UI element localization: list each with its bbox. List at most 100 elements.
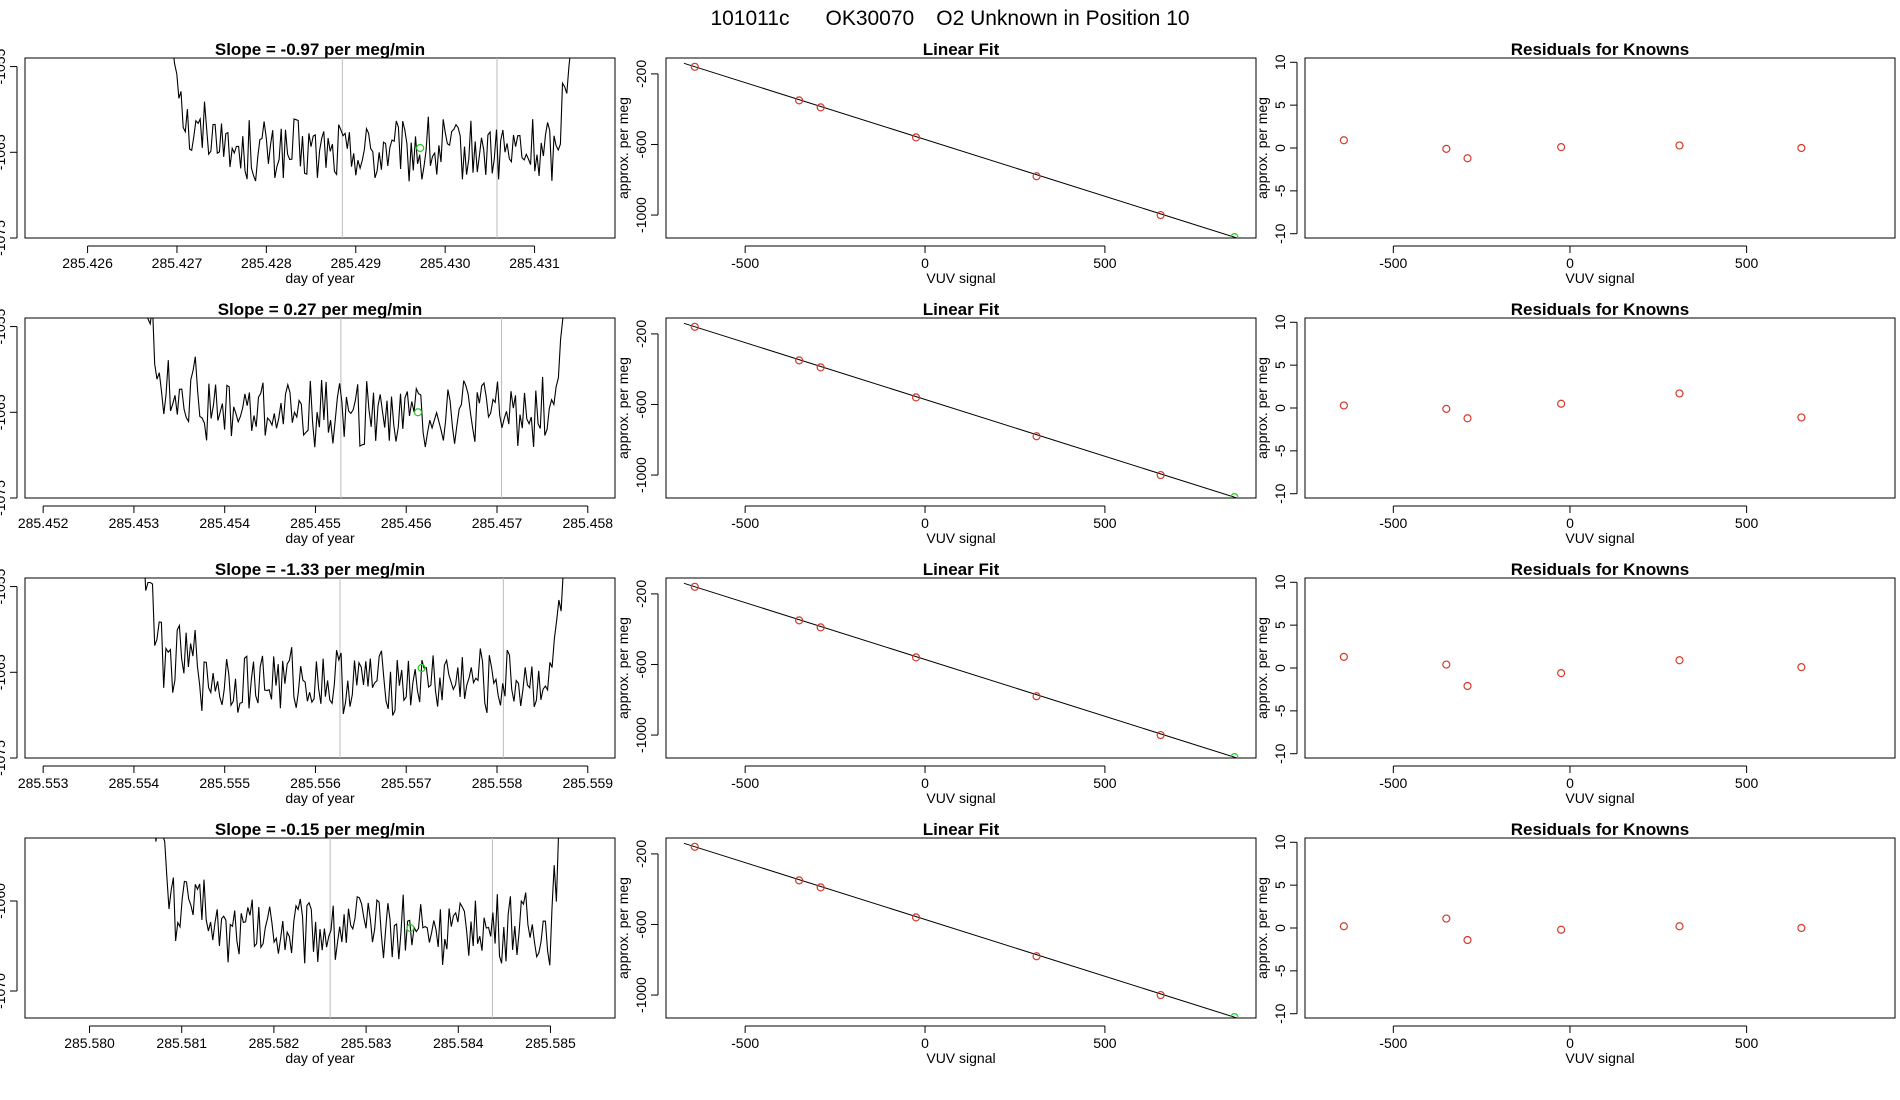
panels-grid: Slope = -0.97 per meg/min 285.426 285.427 2… — [0, 40, 1896, 1066]
y-tick-label: -600 — [633, 910, 649, 938]
y-tick-label: -200 — [633, 840, 649, 868]
y-tick-label: -1065 — [0, 394, 8, 430]
slope-prefix: Slope = — [218, 300, 284, 319]
plot-area — [1339, 389, 1806, 423]
x-tick-label: -500 — [1379, 1035, 1407, 1051]
x-tick-label: 285.456 — [381, 515, 432, 531]
slope-suffix: per meg/min — [316, 300, 422, 319]
x-tick-label: 285.583 — [341, 1035, 392, 1051]
panel-title: Slope = -0.15 per meg/min — [215, 820, 425, 839]
known-point — [911, 133, 921, 142]
residual-point — [1797, 923, 1806, 933]
x-tick-label: 500 — [1735, 775, 1759, 791]
signal-trace — [146, 318, 564, 448]
x-axis-label: VUV signal — [926, 270, 995, 286]
unknown-point — [416, 143, 425, 153]
x-tick-label: 285.556 — [290, 775, 341, 791]
known-point — [816, 623, 825, 632]
y-tick-label: 10 — [1272, 314, 1288, 330]
x-tick-label: 0 — [1566, 515, 1574, 531]
known-point — [1032, 172, 1041, 181]
y-tick-label: -200 — [633, 580, 649, 608]
plot-area — [1339, 652, 1806, 691]
plot-area — [173, 58, 571, 238]
y-tick-label: 10 — [1272, 574, 1288, 590]
slope-suffix: per meg/min — [319, 820, 425, 839]
known-point — [1032, 952, 1041, 961]
x-axis-label: day of year — [285, 790, 355, 806]
plot-frame — [1304, 577, 1896, 759]
x-axis-label: VUV signal — [926, 1050, 995, 1066]
y-tick-label: -1000 — [633, 977, 649, 1013]
x-tick-label: -500 — [731, 515, 759, 531]
residual-point — [1339, 922, 1348, 931]
panel-title: Linear Fit — [923, 560, 1000, 579]
known-point — [690, 842, 699, 851]
plot-area — [683, 582, 1239, 758]
signal-trace — [173, 58, 571, 182]
plot-area — [683, 322, 1239, 498]
y-tick-label: -1055 — [0, 48, 8, 84]
panel-residuals-row-1: Residuals for Knowns -500 0 500 VUV signal 10… — [1254, 40, 1896, 286]
x-tick-label: -500 — [1379, 515, 1407, 531]
plot-frame — [24, 577, 616, 759]
slope-value: -0.97 — [281, 40, 320, 59]
y-tick-label: 0 — [1272, 664, 1288, 672]
x-axis-label: VUV signal — [1565, 1050, 1634, 1066]
x-tick-label: -500 — [1379, 775, 1407, 791]
known-point — [690, 322, 699, 331]
y-tick-label: -200 — [633, 60, 649, 88]
plot-area — [144, 578, 564, 758]
panel-timeseries-row-4: Slope = -0.15 per meg/min 285.580 285.581 2… — [0, 820, 616, 1066]
x-tick-label: 285.580 — [64, 1035, 115, 1051]
plot-area — [1339, 914, 1806, 945]
x-tick-label: 285.559 — [562, 775, 613, 791]
fit-line — [683, 582, 1239, 758]
x-tick-label: 285.452 — [18, 515, 69, 531]
y-axis-label: approx. per meg — [615, 357, 631, 459]
known-point — [911, 653, 921, 662]
unknown-point — [1230, 233, 1239, 238]
plot-frame — [1304, 57, 1896, 239]
residual-point — [1797, 413, 1806, 422]
figure-title: 101011c OK30070 O2 Unknown in Position 10 — [710, 7, 1189, 30]
x-tick-label: 285.426 — [62, 255, 113, 271]
y-tick-label: 5 — [1272, 101, 1288, 109]
title-tank: OK30070 — [825, 7, 914, 30]
fit-line — [683, 842, 1239, 1018]
slope-value: -0.15 — [281, 820, 320, 839]
known-point — [1156, 470, 1165, 480]
residual-point — [1557, 669, 1566, 678]
residual-point — [1442, 404, 1451, 413]
known-point — [795, 876, 804, 885]
y-tick-label: -1000 — [633, 457, 649, 493]
x-tick-label: 500 — [1735, 1035, 1759, 1051]
panel-residuals-row-4: Residuals for Knowns -500 0 500 VUV signal 10… — [1254, 820, 1896, 1066]
known-point — [690, 582, 699, 591]
known-point — [1156, 730, 1165, 740]
fit-line — [683, 322, 1239, 498]
residual-point — [1797, 143, 1806, 153]
y-tick-label: -5 — [1272, 184, 1288, 197]
y-tick-label: -200 — [633, 320, 649, 348]
residual-point — [1463, 414, 1472, 423]
plot-frame — [24, 317, 616, 499]
panel-residuals-row-2: Residuals for Knowns -500 0 500 VUV signal 10… — [1254, 300, 1896, 546]
x-tick-label: 500 — [1093, 515, 1117, 531]
panel-title: Slope = 0.27 per meg/min — [218, 300, 423, 319]
y-tick-label: -10 — [1272, 1003, 1288, 1023]
y-tick-label: 5 — [1272, 881, 1288, 889]
plot-area — [683, 62, 1239, 238]
x-tick-label: 285.431 — [509, 255, 560, 271]
known-point — [911, 393, 921, 402]
x-tick-label: 285.581 — [156, 1035, 207, 1051]
known-point — [795, 96, 804, 105]
x-tick-label: 285.458 — [562, 515, 613, 531]
plot-frame — [665, 837, 1257, 1019]
residual-point — [1339, 652, 1348, 661]
signal-trace — [155, 838, 559, 966]
y-axis-label: approx. per meg — [615, 877, 631, 979]
residual-point — [1339, 401, 1348, 410]
slope-value: -1.33 — [281, 560, 320, 579]
